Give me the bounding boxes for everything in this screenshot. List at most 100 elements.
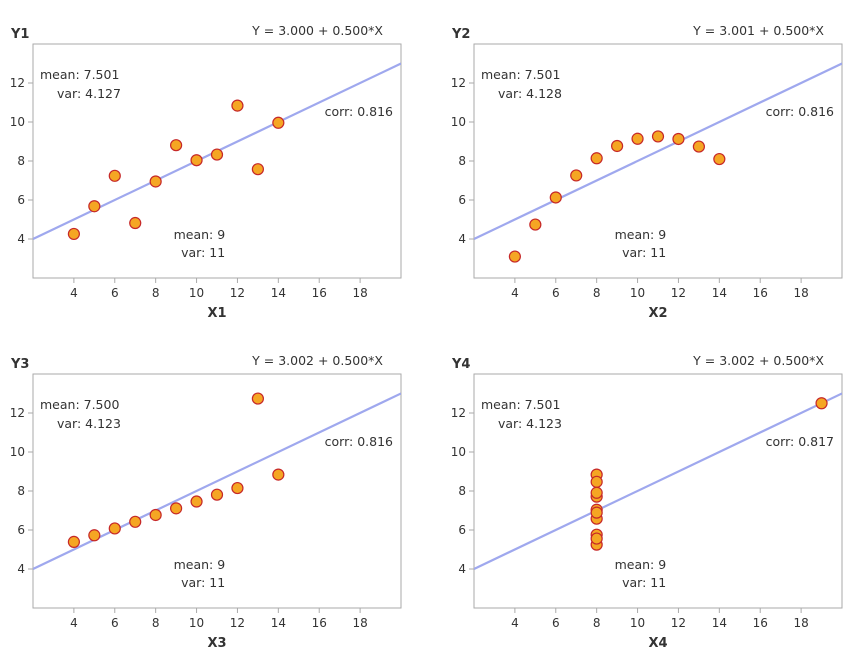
- corr-label: corr: 0.817: [766, 434, 834, 449]
- x-var-label: var: 11: [622, 575, 666, 590]
- data-point: [570, 169, 583, 182]
- regression-line: [474, 62, 842, 240]
- data-point: [590, 506, 603, 519]
- data-point: [631, 132, 644, 145]
- data-point: [88, 200, 101, 213]
- scatter-panel-3: 4 6 8 10 12 14 16 18 4 6 8 10 12 X3 Y3 Y = 3.002 + 0.50…: [10, 353, 402, 651]
- y-tick-label: 12: [10, 76, 25, 90]
- x-tick-label: 10: [630, 286, 645, 300]
- data-point: [170, 139, 183, 152]
- y-mean-label: mean: 7.501: [481, 397, 560, 412]
- y-tick-label: 12: [451, 406, 466, 420]
- x-mean-label: mean: 9: [615, 557, 667, 572]
- y-tick-label: 10: [10, 445, 25, 459]
- y-var-label: var: 4.128: [498, 86, 562, 101]
- x-tick-label: 18: [793, 616, 808, 630]
- y-tick-label: 10: [451, 115, 466, 129]
- x-tick-label: 6: [111, 616, 119, 630]
- data-point: [272, 116, 285, 129]
- data-point: [190, 154, 203, 167]
- y-tick-label: 4: [17, 232, 25, 246]
- data-point: [67, 535, 80, 548]
- y-tick-label: 6: [17, 193, 25, 207]
- x-tick-label: 14: [712, 286, 727, 300]
- x-var-label: var: 11: [622, 245, 666, 260]
- scatter-panel-1: 4 6 8 10 12 14 16 18 4 6 8 10 12 X1 Y1 Y = 3.000 + 0.50…: [10, 23, 402, 321]
- x-tick-label: 16: [312, 286, 327, 300]
- data-point: [149, 508, 162, 522]
- data-point: [190, 495, 203, 508]
- regression-equation: Y = 3.002 + 0.500*X: [692, 353, 824, 368]
- x-tick-label: 18: [352, 616, 367, 630]
- x-tick-label: 10: [630, 616, 645, 630]
- y-axis-title: Y1: [10, 27, 29, 42]
- data-point: [815, 397, 828, 410]
- data-point: [88, 529, 101, 542]
- x-tick-label: 4: [511, 286, 519, 300]
- x-var-label: var: 11: [181, 245, 225, 260]
- data-point: [129, 515, 142, 528]
- data-point: [149, 175, 162, 188]
- regression-equation: Y = 3.001 + 0.500*X: [692, 23, 824, 38]
- data-point: [251, 163, 264, 176]
- data-point: [692, 140, 705, 153]
- y-tick-label: 6: [17, 523, 25, 537]
- y-var-label: var: 4.123: [498, 416, 562, 431]
- y-tick-label: 8: [458, 154, 466, 168]
- x-tick-label: 6: [111, 286, 119, 300]
- x-tick-label: 12: [671, 616, 686, 630]
- data-point: [231, 99, 244, 112]
- x-tick-label: 6: [552, 286, 560, 300]
- data-point: [651, 130, 665, 143]
- data-point: [108, 169, 121, 182]
- x-tick-label: 16: [753, 286, 768, 300]
- y-tick-label: 8: [458, 484, 466, 498]
- y-var-label: var: 4.123: [57, 416, 121, 431]
- y-axis-title: Y2: [451, 27, 470, 42]
- x-axis-title: X2: [648, 306, 667, 321]
- x-tick-label: 10: [189, 616, 204, 630]
- data-point: [590, 532, 603, 545]
- corr-label: corr: 0.816: [325, 434, 393, 449]
- y-var-label: var: 4.127: [57, 86, 121, 101]
- data-point: [549, 191, 562, 204]
- x-mean-label: mean: 9: [174, 227, 226, 242]
- data-point: [210, 148, 224, 161]
- x-tick-label: 4: [511, 616, 519, 630]
- x-var-label: var: 11: [181, 575, 225, 590]
- x-tick-label: 10: [189, 286, 204, 300]
- x-axis-title: X4: [648, 636, 667, 651]
- data-point: [713, 152, 726, 166]
- regression-equation: Y = 3.000 + 0.500*X: [251, 23, 383, 38]
- data-point: [529, 218, 542, 231]
- data-point: [611, 139, 624, 153]
- x-tick-label: 12: [230, 286, 245, 300]
- data-point: [170, 502, 183, 515]
- y-tick-label: 6: [458, 193, 466, 207]
- data-point: [590, 152, 603, 165]
- corr-label: corr: 0.816: [766, 104, 834, 119]
- regression-equation: Y = 3.002 + 0.500*X: [251, 353, 383, 368]
- data-point: [590, 475, 603, 488]
- y-tick-label: 10: [451, 445, 466, 459]
- x-tick-label: 8: [152, 616, 160, 630]
- x-tick-label: 4: [70, 616, 78, 630]
- x-tick-label: 18: [352, 286, 367, 300]
- y-axis-title: Y4: [451, 357, 470, 372]
- y-mean-label: mean: 7.501: [40, 67, 119, 82]
- y-tick-label: 6: [458, 523, 466, 537]
- x-tick-label: 16: [753, 616, 768, 630]
- data-point: [231, 481, 244, 495]
- y-tick-label: 12: [451, 76, 466, 90]
- y-mean-label: mean: 7.501: [481, 67, 560, 82]
- data-point: [672, 132, 685, 146]
- y-tick-label: 4: [17, 562, 25, 576]
- data-point: [251, 392, 264, 405]
- corr-label: corr: 0.816: [325, 104, 393, 119]
- x-tick-label: 14: [712, 616, 727, 630]
- x-tick-label: 12: [230, 616, 245, 630]
- x-mean-label: mean: 9: [615, 227, 667, 242]
- data-point: [67, 227, 80, 241]
- data-point: [508, 250, 521, 263]
- x-tick-label: 8: [593, 616, 601, 630]
